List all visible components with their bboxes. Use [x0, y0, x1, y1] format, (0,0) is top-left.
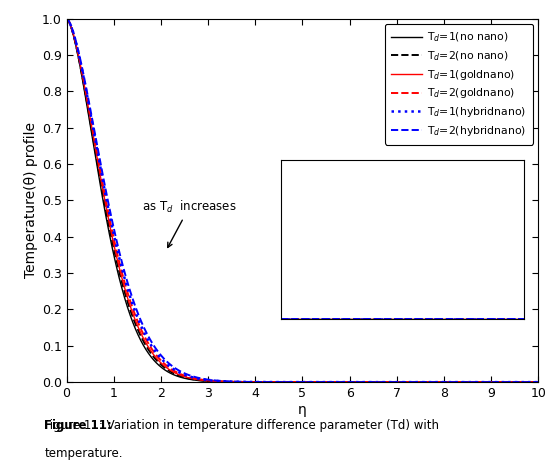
Legend: T$_d$=1(no nano), T$_d$=2(no nano), T$_d$=1(goldnano), T$_d$=2(goldnano), T$_d$=: T$_d$=1(no nano), T$_d$=2(no nano), T$_d…: [385, 24, 533, 144]
T$_d$=1(hybridnano): [280, 379, 287, 385]
T$_d$=1(no nano): [521, 379, 528, 385]
T$_d$=1(no nano): [435, 379, 441, 385]
T$_d$=2(goldnano): [435, 379, 441, 385]
T$_d$=2(goldnano): [535, 379, 542, 385]
T$_d$=1(hybridnano): [435, 379, 441, 385]
T$_d$=2(no nano): [280, 379, 287, 385]
Y-axis label: Temperature(θ) profile: Temperature(θ) profile: [23, 123, 38, 278]
Text: temperature.: temperature.: [44, 447, 123, 460]
T$_d$=1(goldnano): [292, 379, 299, 385]
T$_d$=2(no nano): [521, 379, 528, 385]
T$_d$=1(no nano): [535, 379, 542, 385]
T$_d$=1(hybridnano): [521, 379, 528, 385]
T$_d$=2(no nano): [535, 379, 542, 385]
T$_d$=1(goldnano): [521, 379, 528, 385]
T$_d$=2(goldnano): [87, 115, 94, 120]
T$_d$=1(goldnano): [87, 118, 94, 124]
T$_d$=2(goldnano): [521, 379, 528, 385]
X-axis label: η: η: [298, 403, 307, 417]
T$_d$=1(hybridnano): [63, 16, 70, 21]
T$_d$=1(no nano): [292, 379, 299, 385]
T$_d$=2(no nano): [435, 379, 441, 385]
T$_d$=1(goldnano): [435, 379, 441, 385]
Text: as T$_d$  increases: as T$_d$ increases: [142, 199, 237, 247]
Line: T$_d$=1(goldnano): T$_d$=1(goldnano): [67, 19, 538, 382]
Line: T$_d$=2(hybridnano): T$_d$=2(hybridnano): [67, 19, 538, 382]
T$_d$=1(goldnano): [63, 16, 70, 21]
Line: T$_d$=1(no nano): T$_d$=1(no nano): [67, 19, 538, 382]
T$_d$=2(no nano): [292, 379, 299, 385]
Line: T$_d$=2(no nano): T$_d$=2(no nano): [67, 19, 538, 382]
T$_d$=1(goldnano): [280, 379, 287, 385]
T$_d$=1(hybridnano): [535, 379, 542, 385]
T$_d$=1(goldnano): [535, 379, 542, 385]
T$_d$=2(hybridnano): [435, 379, 441, 385]
Line: T$_d$=1(hybridnano): T$_d$=1(hybridnano): [67, 19, 538, 382]
T$_d$=2(hybridnano): [535, 379, 542, 385]
T$_d$=1(goldnano): [521, 379, 528, 385]
T$_d$=2(hybridnano): [280, 379, 287, 385]
T$_d$=2(goldnano): [521, 379, 528, 385]
T$_d$=2(no nano): [87, 121, 94, 126]
T$_d$=1(no nano): [63, 16, 70, 21]
T$_d$=1(no nano): [87, 125, 94, 131]
T$_d$=2(hybridnano): [521, 379, 528, 385]
T$_d$=2(goldnano): [292, 379, 299, 385]
T$_d$=2(no nano): [63, 16, 70, 21]
T$_d$=2(no nano): [521, 379, 528, 385]
T$_d$=1(hybridnano): [521, 379, 528, 385]
T$_d$=2(hybridnano): [292, 379, 299, 385]
T$_d$=2(goldnano): [280, 379, 287, 385]
T$_d$=2(hybridnano): [63, 16, 70, 21]
T$_d$=2(goldnano): [63, 16, 70, 21]
T$_d$=1(no nano): [521, 379, 528, 385]
T$_d$=2(hybridnano): [521, 379, 528, 385]
T$_d$=2(hybridnano): [87, 108, 94, 114]
T$_d$=1(hybridnano): [292, 379, 299, 385]
Text: Figure 11: Variation in temperature difference parameter (Td) with: Figure 11: Variation in temperature diff…: [44, 419, 440, 432]
Line: T$_d$=2(goldnano): T$_d$=2(goldnano): [67, 19, 538, 382]
T$_d$=1(hybridnano): [87, 112, 94, 117]
Text: Figure 11:: Figure 11:: [44, 419, 112, 432]
T$_d$=1(no nano): [280, 379, 287, 385]
